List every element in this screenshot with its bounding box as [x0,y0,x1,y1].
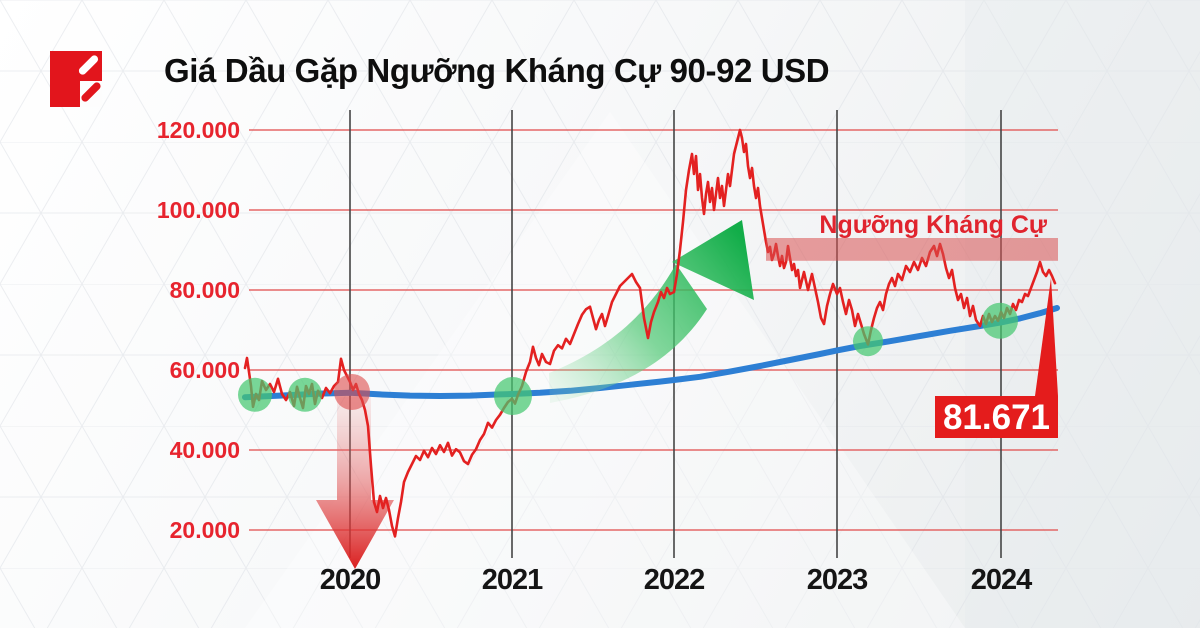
current-price-callout: 81.671 [935,278,1058,438]
y-tick-100.000: 100.000 [157,197,240,223]
brand-logo [50,51,102,107]
price-label-box [935,396,1058,438]
y-axis-labels: 120.000 100.000 80.000 60.000 40.000 20.000 [157,117,240,543]
resistance-label: Ngưỡng Kháng Cự [819,211,1047,239]
y-tick-80.000: 80.000 [170,277,240,303]
logo-slash-white [78,55,99,75]
resistance-band [766,238,1058,261]
rally-up-arrow-ribbon [549,264,707,403]
logo-slash-red [81,82,101,102]
crash-down-arrow-icon [316,397,394,569]
oil-price-line [243,128,1057,538]
support-touch-circles [238,302,1018,415]
trend-line [242,305,1060,401]
support-circle [494,377,532,415]
page-title: Giá Dầu Gặp Ngưỡng Kháng Cự 90-92 USD [164,52,830,89]
y-tick-20.000: 20.000 [170,517,240,543]
support-circle [853,326,883,357]
y-tick-120.000: 120.000 [157,117,240,143]
support-circle [982,302,1018,339]
x-tick-2023: 2023 [807,564,868,596]
horizontal-gridlines [249,129,1058,531]
x-tick-2022: 2022 [644,564,705,596]
y-tick-40.000: 40.000 [170,437,240,463]
current-price-value: 81.671 [943,398,1050,437]
x-tick-2024: 2024 [971,564,1032,596]
rally-up-arrow-icon [672,220,754,300]
support-circle [288,377,322,412]
crash-start-circle [334,374,370,410]
support-circle [238,377,272,412]
x-axis-labels: 2020 2021 2022 2023 2024 [320,564,1033,596]
x-tick-2021: 2021 [482,564,543,596]
x-tick-2020: 2020 [320,564,381,596]
price-pointer [1035,278,1058,396]
y-tick-60.000: 60.000 [170,357,240,383]
